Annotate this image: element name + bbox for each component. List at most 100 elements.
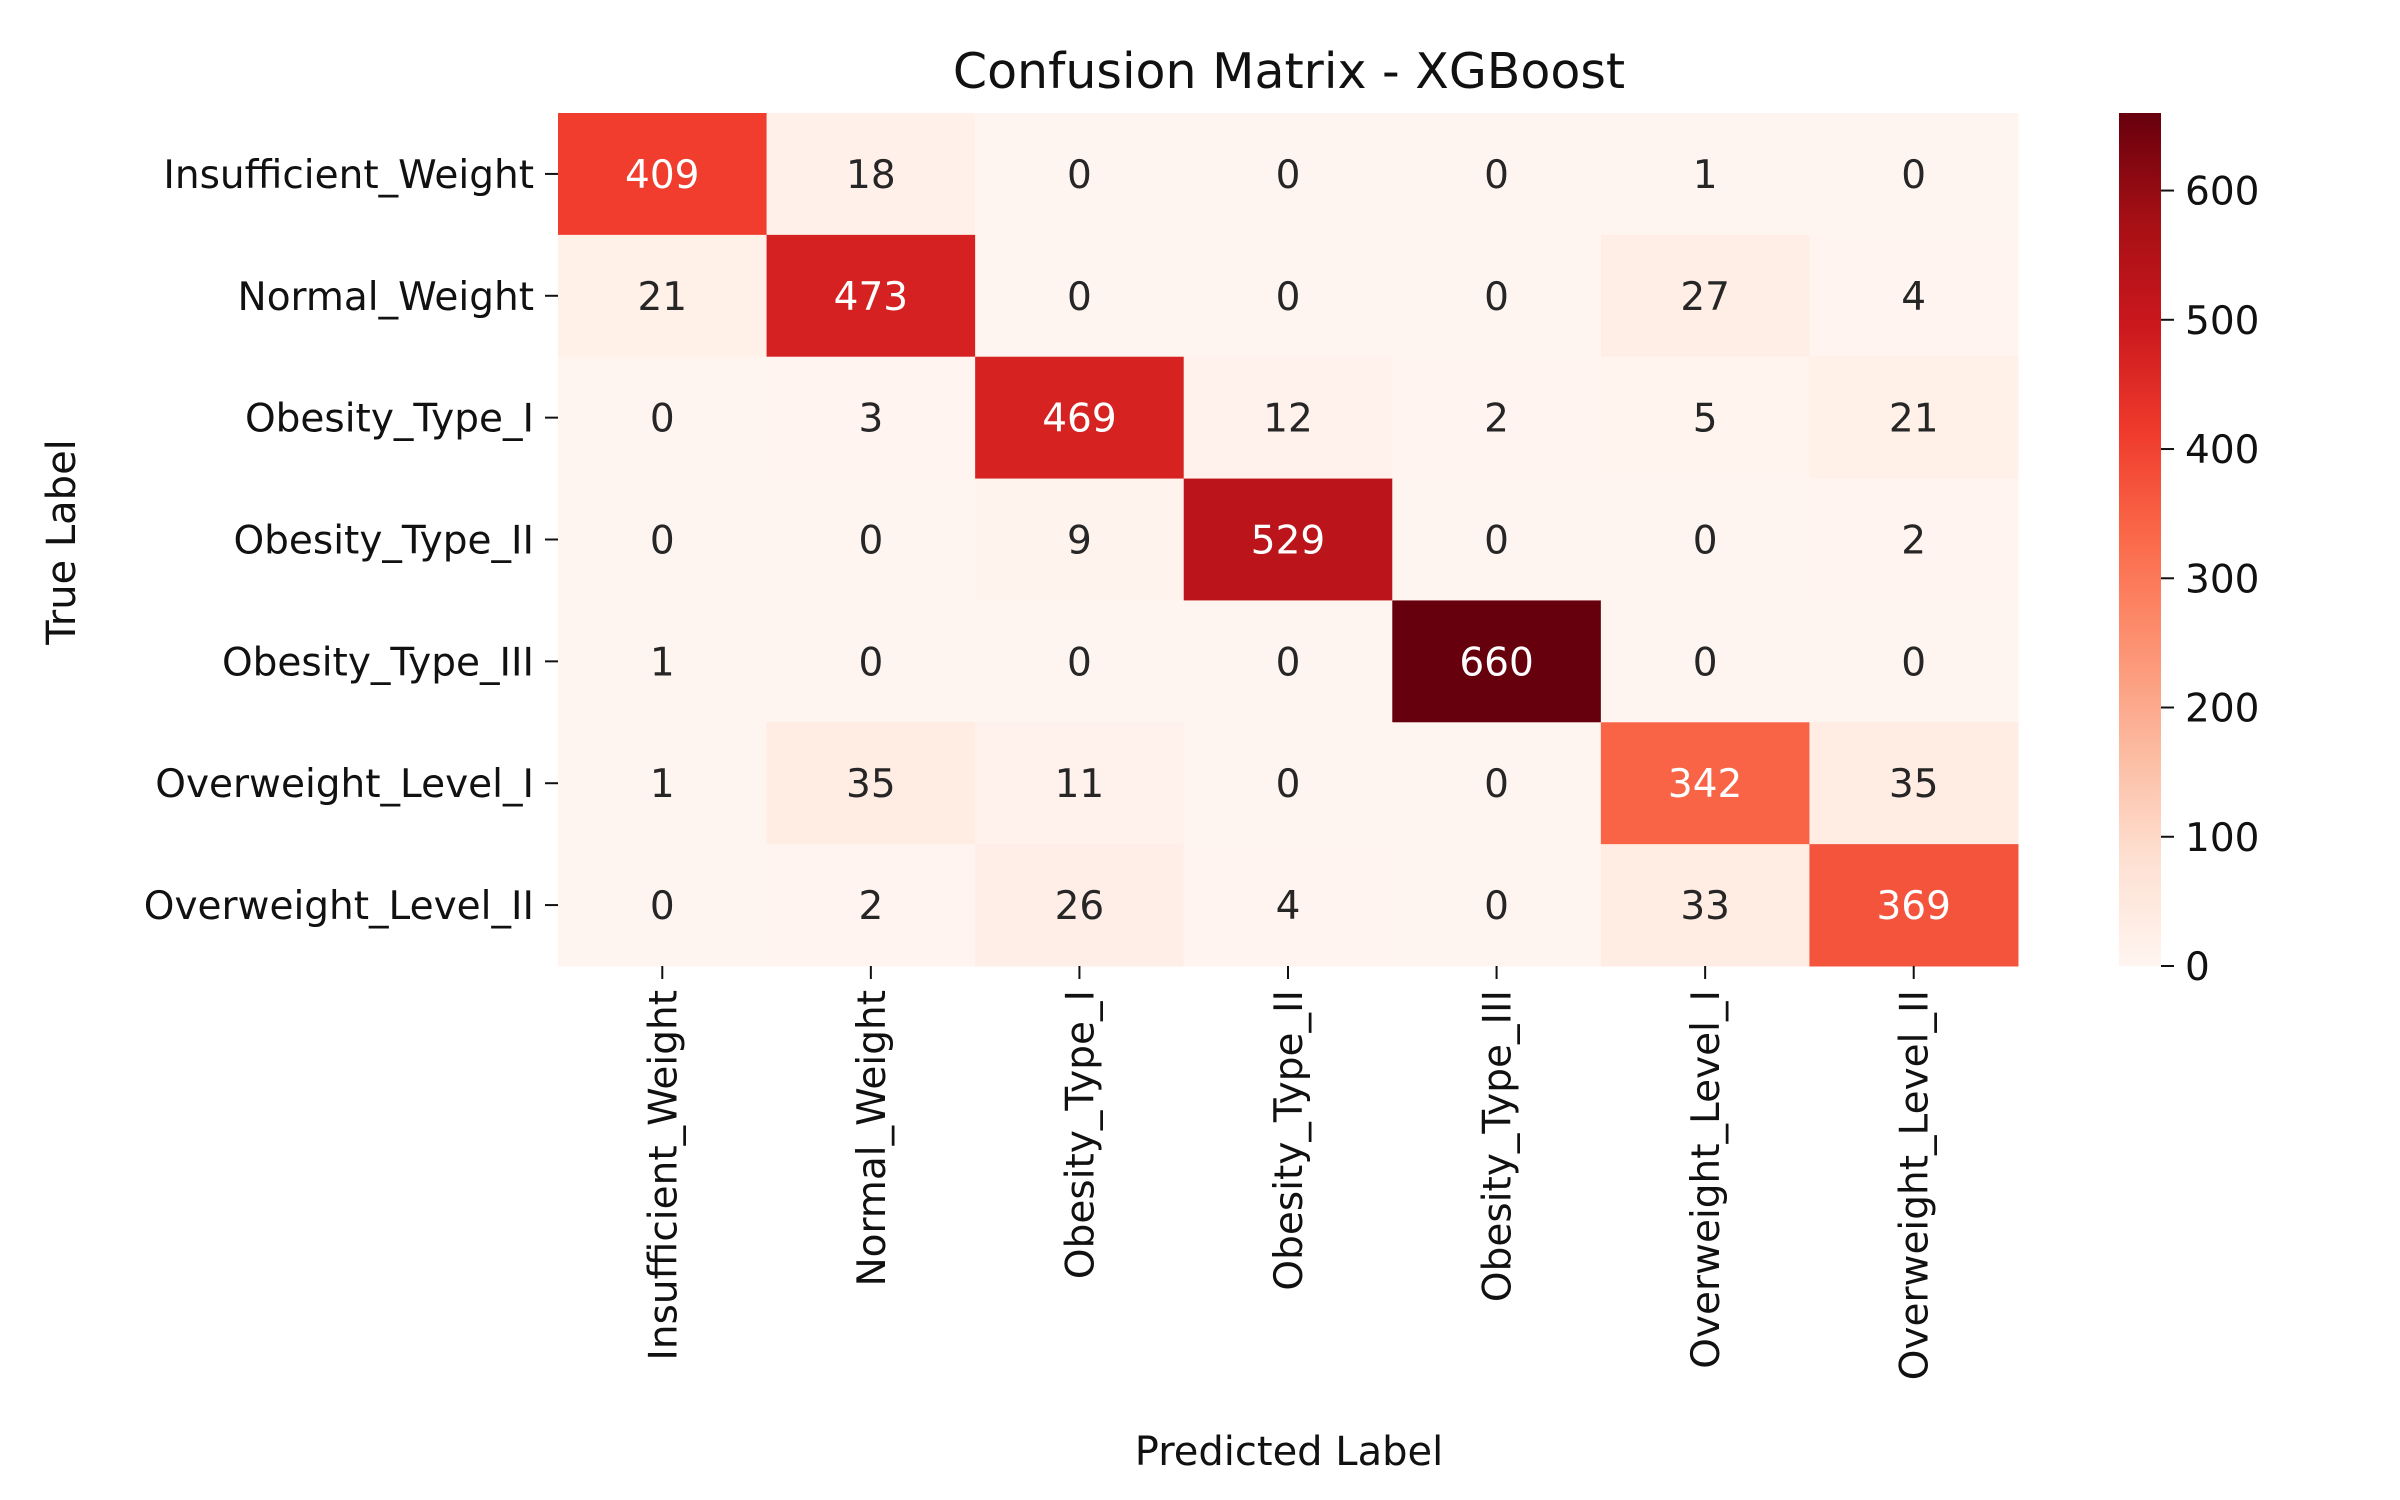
heatmap-cell	[1600, 113, 1810, 236]
heatmap-cell	[766, 478, 976, 601]
heatmap-cell	[1183, 113, 1393, 236]
heatmap-cell	[558, 234, 768, 358]
row-tick-label: Insufficient_Weight	[163, 153, 534, 198]
cell-value-label: 1	[650, 640, 675, 685]
row-tick-label: Overweight_Level_I	[155, 762, 534, 807]
heatmap-cell	[1183, 234, 1393, 358]
heatmap-cell	[558, 722, 768, 845]
heatmap-cell	[1809, 844, 2019, 967]
cell-value-label: 2	[1484, 397, 1509, 442]
cell-value-label: 0	[1484, 884, 1509, 929]
colorbar-tick-label: 0	[2185, 945, 2210, 990]
cell-value-label: 0	[1067, 153, 1092, 198]
cell-value-label: 18	[846, 153, 896, 198]
heatmap-cell	[1392, 844, 1602, 967]
row-tick-label: Obesity_Type_I	[245, 397, 534, 442]
cell-value-label: 409	[625, 153, 699, 198]
cell-value-label: 0	[650, 519, 675, 564]
heatmap-cell	[975, 356, 1185, 480]
row-tick-marks	[545, 172, 558, 907]
cell-value-label: 1	[650, 762, 675, 807]
cell-value-label: 4	[1901, 275, 1926, 320]
heatmap-cell	[1600, 722, 1810, 845]
cell-value-label: 0	[1901, 640, 1926, 685]
cell-value-label: 0	[1484, 762, 1509, 807]
cell-value-label: 27	[1680, 275, 1730, 320]
heatmap-cell	[766, 234, 976, 358]
heatmap-cell	[766, 722, 976, 845]
heatmap-cell	[1809, 356, 2019, 480]
row-tick-label: Normal_Weight	[238, 275, 534, 320]
cell-value-label: 529	[1251, 519, 1325, 564]
heatmap-cell	[975, 113, 1185, 236]
cell-value-label: 12	[1263, 397, 1313, 442]
column-tick-label: Obesity_Type_I	[1058, 990, 1103, 1279]
colorbar-tick-label: 500	[2185, 299, 2259, 344]
cell-value-label: 33	[1680, 884, 1730, 929]
heatmap-cell	[975, 600, 1185, 723]
colorbar: 0 100 200 300 400 500 600	[2119, 113, 2259, 990]
cell-value-label: 4	[1276, 884, 1301, 929]
cell-value-label: 9	[1067, 519, 1092, 564]
heatmap-cell	[975, 234, 1185, 358]
column-tick-labels: Insufficient_Weight Normal_Weight Obesity_…	[641, 990, 1937, 1380]
cell-value-label: 342	[1668, 762, 1742, 807]
column-tick-marks	[661, 966, 1915, 979]
cell-value-label: 1	[1693, 153, 1718, 198]
heatmap-cell	[1183, 478, 1393, 601]
cell-value-label: 21	[637, 275, 687, 320]
colorbar-scale	[2119, 113, 2161, 966]
cell-value-label: 0	[1484, 153, 1509, 198]
heatmap-cell	[1183, 600, 1393, 723]
heatmap-cell	[1392, 722, 1602, 845]
colorbar-tick-label: 100	[2185, 816, 2259, 861]
heatmap-cell	[558, 113, 768, 236]
heatmap-cell	[766, 600, 976, 723]
cell-value-label: 2	[858, 884, 883, 929]
cell-value-label: 35	[846, 762, 896, 807]
cell-value-label: 0	[1901, 153, 1926, 198]
heatmap-cell	[1600, 600, 1810, 723]
cell-value-label: 0	[650, 884, 675, 929]
heatmap-cell	[1600, 478, 1810, 601]
heatmap-cell	[766, 356, 976, 480]
cell-value-label: 26	[1055, 884, 1105, 929]
cell-value-label: 0	[1276, 762, 1301, 807]
heatmap-cell	[1183, 722, 1393, 845]
x-axis-label: Predicted Label	[1135, 1429, 1443, 1475]
column-tick-label: Obesity_Type_II	[1267, 990, 1312, 1291]
row-tick-label: Obesity_Type_II	[233, 519, 534, 564]
cell-value-label: 0	[1693, 640, 1718, 685]
column-tick-label: Normal_Weight	[850, 990, 895, 1286]
heatmap-cell	[558, 356, 768, 480]
heatmap-cell	[766, 113, 976, 236]
cell-value-label: 0	[1484, 275, 1509, 320]
heatmap-cell	[766, 844, 976, 967]
cell-value-label: 0	[1276, 153, 1301, 198]
cell-value-label: 0	[650, 397, 675, 442]
cell-value-label: 0	[1276, 275, 1301, 320]
cell-value-label: 11	[1055, 762, 1105, 807]
heatmap-cell	[1392, 234, 1602, 358]
heatmap-cell	[975, 722, 1185, 845]
cell-value-label: 35	[1889, 762, 1939, 807]
heatmap-cell	[1600, 234, 1810, 358]
cell-value-label: 0	[1067, 275, 1092, 320]
cell-value-label: 2	[1901, 519, 1926, 564]
cell-value-label: 369	[1876, 884, 1950, 929]
heatmap-cell	[1600, 356, 1810, 480]
heatmap-cell	[1809, 478, 2019, 601]
heatmap-cell	[558, 600, 768, 723]
heatmap-cell	[1183, 844, 1393, 967]
y-axis-label: True Label	[39, 439, 85, 646]
heatmap-cell	[1392, 356, 1602, 480]
colorbar-tick-label: 200	[2185, 687, 2259, 732]
cell-value-label: 469	[1042, 397, 1116, 442]
cell-value-label: 0	[1484, 519, 1509, 564]
heatmap-cell	[975, 478, 1185, 601]
cell-value-label: 473	[834, 275, 908, 320]
heatmap-cell	[1809, 600, 2019, 723]
cell-value-label: 3	[858, 397, 883, 442]
